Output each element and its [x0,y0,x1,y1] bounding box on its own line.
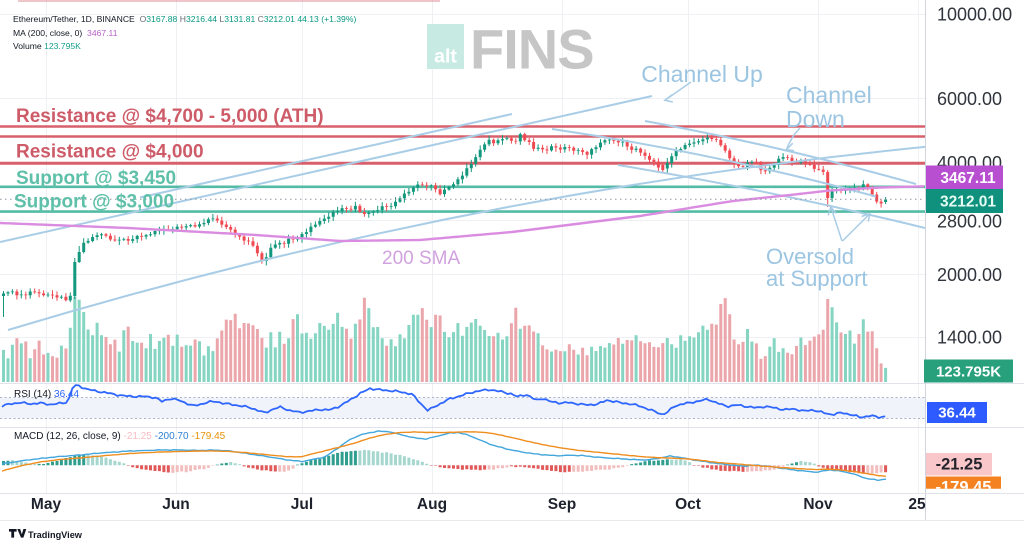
svg-text:Aug: Aug [417,496,447,513]
svg-text:3212.01: 3212.01 [940,194,996,211]
svg-text:RSI (14) 36.44: RSI (14) 36.44 [14,389,79,400]
svg-text:3467.11: 3467.11 [940,170,996,187]
svg-text:-21.25: -21.25 [936,455,983,473]
svg-text:Sep: Sep [548,496,576,513]
svg-text:6000.00: 6000.00 [937,89,1002,109]
svg-text:36.44: 36.44 [938,405,976,422]
svg-text:Support @ $3,450: Support @ $3,450 [16,168,176,189]
svg-text:10000.00: 10000.00 [937,5,1012,25]
svg-text:Resistance @ $4,000: Resistance @ $4,000 [16,142,204,163]
svg-text:25: 25 [908,496,926,513]
svg-text:Nov: Nov [803,496,833,513]
svg-text:at Support: at Support [766,266,868,291]
svg-text:200 SMA: 200 SMA [382,248,460,269]
svg-text:Channel: Channel [786,82,872,108]
svg-text:Volume 123.795K: Volume 123.795K [13,41,81,51]
svg-text:Oct: Oct [675,496,701,513]
svg-text:2800.00: 2800.00 [937,212,1002,232]
svg-text:1400.00: 1400.00 [937,328,1002,348]
svg-text:MA (200, close, 0) 3467.11: MA (200, close, 0) 3467.11 [13,28,118,38]
svg-text:Jul: Jul [291,496,313,513]
svg-text:2000.00: 2000.00 [937,265,1002,285]
svg-text:Oversold: Oversold [766,244,854,269]
svg-text:Channel Up: Channel Up [641,61,762,87]
svg-text:Down: Down [786,106,845,132]
svg-text:Resistance @ $4,700 - 5,000 (A: Resistance @ $4,700 - 5,000 (ATH) [16,106,324,127]
svg-text:Ethereum/Tether, 1D, BINANCE: Ethereum/Tether, 1D, BINANCE O3167.88 H3… [13,14,356,24]
svg-text:alt: alt [434,46,457,68]
svg-text:TradingView: TradingView [28,530,83,540]
svg-text:May: May [31,496,62,513]
svg-text:123.795K: 123.795K [936,364,1001,381]
svg-text:Jun: Jun [162,496,190,513]
svg-text:Support @ $3,000: Support @ $3,000 [14,192,174,213]
svg-text:FINS: FINS [470,18,594,81]
svg-text:MACD (12, 26, close, 9) -21.25: MACD (12, 26, close, 9) -21.25 -200.70 -… [14,431,226,442]
svg-text:-179.45: -179.45 [936,479,992,497]
